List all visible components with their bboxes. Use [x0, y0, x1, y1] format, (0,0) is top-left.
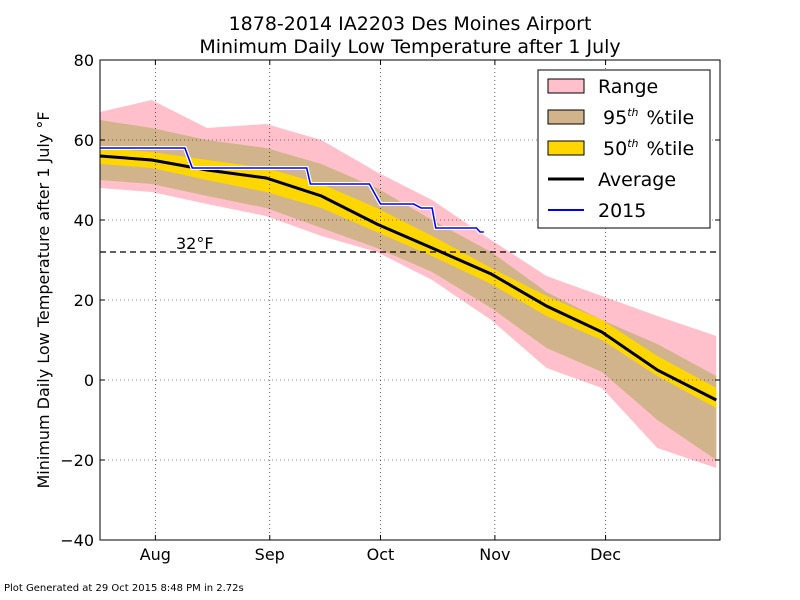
line-2015 — [100, 147, 484, 233]
x-tick-label: Sep — [255, 545, 285, 564]
legend-label-4: 2015 — [598, 200, 646, 222]
y-tick-label: 0 — [84, 371, 94, 390]
y-tick-label: 80 — [74, 51, 94, 70]
x-tick-label: Oct — [367, 545, 395, 564]
x-tick-label: Nov — [479, 545, 510, 564]
y-axis-label: Minimum Daily Low Temperature after 1 Ju… — [34, 111, 53, 488]
y-tick-label: −20 — [60, 451, 94, 470]
legend-swatch-0 — [547, 78, 585, 94]
y-axis: −40 −20 0 20 40 60 80 — [60, 51, 720, 550]
y-tick-label: 60 — [74, 131, 94, 150]
reference-line-label: 32°F — [176, 234, 214, 253]
legend-swatch-1 — [547, 109, 585, 125]
footer-text: Plot Generated at 29 Oct 2015 8:48 PM in… — [4, 583, 244, 594]
chart-title-line1: 1878-2014 IA2203 Des Moines Airport — [229, 13, 592, 35]
x-tick-label: Dec — [590, 545, 621, 564]
y-tick-label: 40 — [74, 211, 94, 230]
band-1 — [100, 120, 717, 460]
legend-label-1: 95th %tile — [603, 106, 694, 129]
bands-layer — [100, 100, 717, 468]
lines-layer — [100, 146, 720, 402]
y-tick-label: 20 — [74, 291, 94, 310]
legend: Range 95th %tile 50th %tile Average 2015 — [537, 69, 711, 229]
x-tick-label: Aug — [140, 545, 171, 564]
legend-label-2: 50th %tile — [603, 137, 694, 160]
legend-label-0: Range — [598, 76, 658, 98]
chart-title-line2: Minimum Daily Low Temperature after 1 Ju… — [199, 36, 620, 58]
y-tick-label: −40 — [60, 531, 94, 550]
legend-label-3: Average — [598, 169, 676, 191]
x-axis: Aug Sep Oct Nov Dec — [140, 60, 621, 564]
legend-swatch-2 — [547, 140, 585, 156]
